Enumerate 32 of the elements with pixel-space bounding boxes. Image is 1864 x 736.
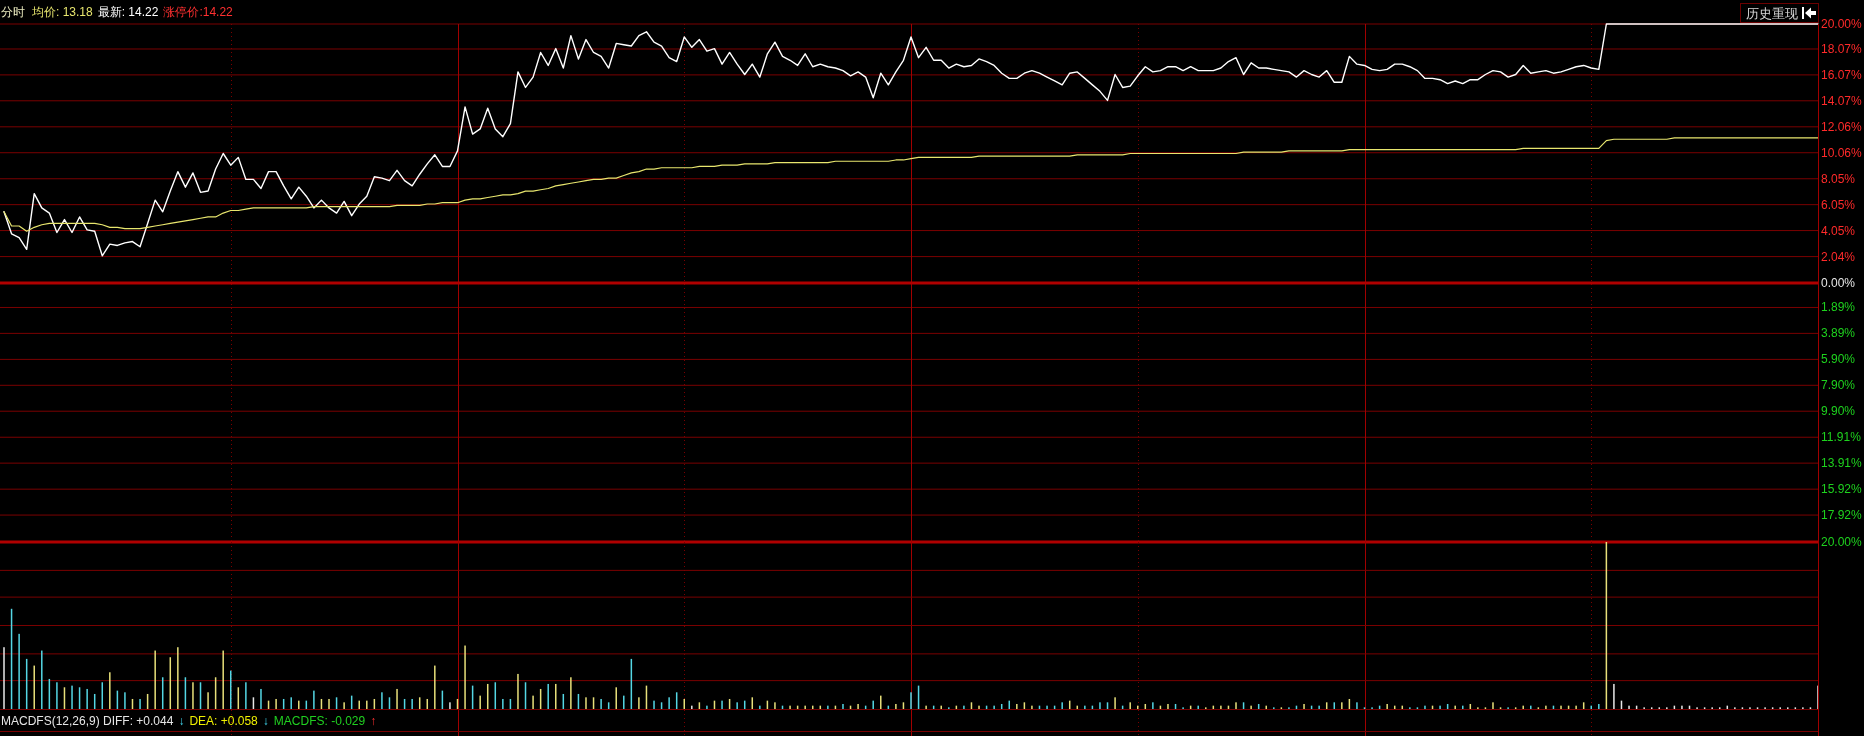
y-tick-label: 6.05% xyxy=(1821,197,1856,212)
y-tick-label: 1.89% xyxy=(1821,300,1856,315)
y-tick-label: 15.92% xyxy=(1821,482,1863,497)
text: 最新: 14.22 xyxy=(97,5,159,19)
text: 涨停价:14.22 xyxy=(163,5,234,19)
text: DEA: +0.058 xyxy=(189,714,259,728)
y-tick-label: 16.07% xyxy=(1821,67,1863,82)
y-tick-label: 17.92% xyxy=(1821,508,1863,523)
text: MACDFS: -0.029 xyxy=(273,714,366,728)
text: 均价: 13.18 xyxy=(31,5,94,19)
y-tick-label: 10.06% xyxy=(1821,145,1863,160)
button: 历史重现 xyxy=(1740,3,1819,23)
y-tick-label: 20.00% xyxy=(1821,17,1863,31)
y-tick-label: 5.90% xyxy=(1821,352,1856,367)
text: ↓ xyxy=(178,714,185,728)
y-tick-label: 9.90% xyxy=(1821,404,1856,419)
y-tick-label: 3.89% xyxy=(1821,326,1856,341)
y-tick-label: 18.07% xyxy=(1821,41,1863,56)
y-tick-label: 0.00% xyxy=(1821,276,1856,290)
text: MACDFS(12,26,9) DIFF: +0.044 xyxy=(1,714,174,728)
chart-title: 分时 xyxy=(1,5,25,19)
y-tick-label: 4.05% xyxy=(1821,223,1856,238)
y-tick-label: 20.00% xyxy=(1821,535,1863,549)
y-tick-label: 13.91% xyxy=(1821,456,1863,471)
y-tick-label: 2.04% xyxy=(1821,249,1856,264)
text: ↓ xyxy=(262,714,269,728)
y-tick-label: 11.91% xyxy=(1821,430,1862,445)
y-tick-label: 14.07% xyxy=(1821,93,1863,108)
y-tick-label: 12.06% xyxy=(1821,119,1863,134)
text: ↑ xyxy=(370,714,377,728)
y-tick-label: 7.90% xyxy=(1821,378,1856,393)
y-tick-label: 8.05% xyxy=(1821,171,1856,186)
